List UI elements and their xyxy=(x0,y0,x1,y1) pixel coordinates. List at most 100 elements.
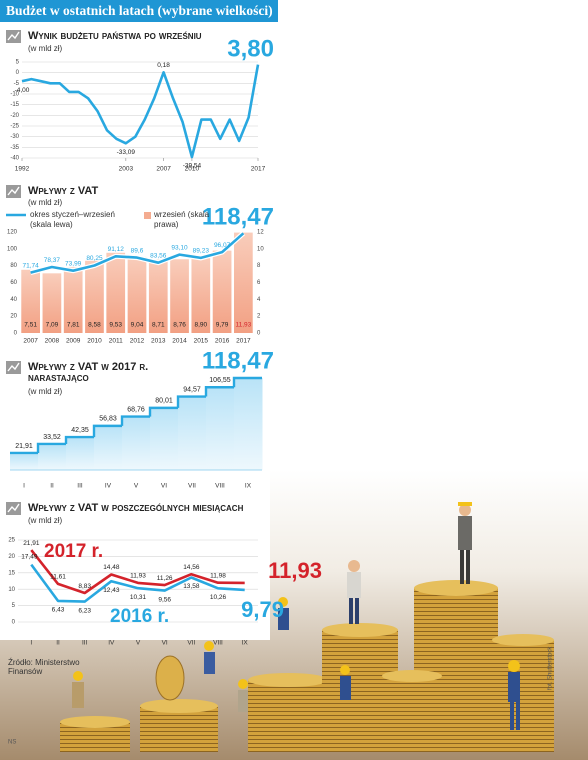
y-tick-label: 120 xyxy=(7,230,18,236)
step xyxy=(234,378,263,470)
value-label: 10,31 xyxy=(130,594,147,601)
bar xyxy=(234,232,253,333)
bar-value-label: 7,81 xyxy=(67,322,80,329)
bar-value-label: 9,79 xyxy=(216,322,229,329)
step xyxy=(122,416,151,470)
chart-title: Wynik budżetu państwa po wrześniu xyxy=(28,30,202,42)
data-line xyxy=(21,64,260,159)
step xyxy=(10,452,39,470)
step xyxy=(206,387,235,470)
x-tick-label: 2017 xyxy=(236,338,251,345)
step-edge xyxy=(204,386,234,397)
step xyxy=(178,396,207,470)
value-label: 11,26 xyxy=(157,575,173,582)
x-tick-label: IX xyxy=(242,640,249,647)
y-tick-label: 8 xyxy=(257,263,261,269)
y-tick-label: 0 xyxy=(14,331,18,337)
y-tick-label: -40 xyxy=(10,156,19,162)
value-label: 12,43 xyxy=(103,587,120,594)
value-label: 9,56 xyxy=(158,596,171,603)
section-icon xyxy=(6,361,21,374)
y-tick-label: 6 xyxy=(257,280,261,286)
y-tick-label: 100 xyxy=(7,246,18,252)
x-tick-label: VII xyxy=(187,640,195,647)
value-label: -4,00 xyxy=(15,87,30,94)
bar-value-label: 8,90 xyxy=(194,322,207,329)
value-label-large: 118,47 xyxy=(202,203,274,230)
chart-subtitle: (w mld zł) xyxy=(28,516,63,525)
x-tick-label: 2016 xyxy=(215,338,230,345)
source: Źródło: Ministerstwo Finansów xyxy=(8,658,80,676)
x-tick-label: 2014 xyxy=(172,338,187,345)
y-tick-label: -30 xyxy=(10,134,19,140)
y-tick-label: 20 xyxy=(8,554,15,560)
y-tick-label: 0 xyxy=(257,331,261,337)
bar-value-label: 11,93 xyxy=(235,322,251,329)
value-label: 17,49 xyxy=(21,553,38,560)
y-tick-label: 15 xyxy=(8,570,15,576)
value-label: 91,12 xyxy=(108,246,125,253)
header-bar xyxy=(0,0,278,22)
bar xyxy=(212,250,232,333)
chart-title: Wpływy z VAT w 2017 r. narastająco xyxy=(28,361,149,384)
bar-value-label: 9,04 xyxy=(131,322,144,329)
x-tick-label: 2012 xyxy=(130,338,145,345)
series-label: 2017 r. xyxy=(44,541,103,562)
legend-swatch xyxy=(144,212,151,219)
x-tick-label: I xyxy=(23,483,25,490)
value-label: 68,76 xyxy=(127,406,145,413)
value-label: 96,07 xyxy=(214,242,231,249)
worker-figures xyxy=(72,502,520,730)
y-tick-label: -10 xyxy=(10,92,19,98)
y-tick-label: 0 xyxy=(16,70,20,76)
x-tick-label: 1992 xyxy=(15,166,30,173)
value-label: 89,6 xyxy=(131,247,144,254)
y-tick-label: 4 xyxy=(257,297,261,303)
value-label: 80,25 xyxy=(86,255,103,262)
x-tick-label: IX xyxy=(245,483,252,490)
chart-subtitle: (w mld zł) xyxy=(28,44,63,53)
value-label-large: 9,79 xyxy=(241,597,284,622)
value-label: 14,56 xyxy=(183,564,200,571)
value-label: -39,54 xyxy=(183,163,202,170)
value-label: 33,52 xyxy=(43,434,61,441)
chart-subtitle: (w mld zł) xyxy=(28,387,63,396)
x-tick-label: 2007 xyxy=(23,338,38,345)
value-label: 0,18 xyxy=(157,62,170,69)
step-edge xyxy=(148,406,178,417)
x-tick-label: II xyxy=(50,483,54,490)
coin-stacks xyxy=(60,580,554,752)
bar xyxy=(191,258,211,333)
x-tick-label: VI xyxy=(161,483,167,490)
step-edge xyxy=(176,395,206,408)
y-tick-label: -15 xyxy=(10,102,19,108)
x-tick-label: V xyxy=(134,483,139,490)
value-label: 83,56 xyxy=(150,252,167,259)
x-tick-label: IV xyxy=(105,483,112,490)
value-label: 11,98 xyxy=(210,572,226,579)
value-label: 89,23 xyxy=(193,248,210,255)
chart-title: Wpływy z VAT w poszczególnych miesiącach xyxy=(28,502,244,514)
value-label: 21,91 xyxy=(23,540,40,547)
y-tick-label: -20 xyxy=(10,113,19,119)
y-tick-label: 20 xyxy=(10,314,17,320)
x-tick-label: I xyxy=(30,640,32,647)
value-label: 21,91 xyxy=(15,443,33,450)
bar xyxy=(127,256,147,333)
value-label: 71,74 xyxy=(22,262,39,269)
x-tick-label: 2010 xyxy=(87,338,102,345)
photo-credit: fot. Shutterstock xyxy=(548,646,554,690)
value-label: 11,61 xyxy=(50,574,66,581)
bar-value-label: 8,58 xyxy=(88,322,101,329)
y-tick-label: 2 xyxy=(257,314,261,320)
value-label: 11,93 xyxy=(130,573,146,580)
bar xyxy=(85,260,104,333)
value-label: -33,09 xyxy=(117,149,136,156)
y-tick-label: 80 xyxy=(10,263,17,269)
y-tick-label: 25 xyxy=(8,538,15,544)
x-tick-label: 2003 xyxy=(119,166,134,173)
y-tick-label: 10 xyxy=(8,587,15,593)
y-tick-label: 5 xyxy=(12,603,16,609)
chart-subtitle: (w mld zł) xyxy=(28,198,63,207)
